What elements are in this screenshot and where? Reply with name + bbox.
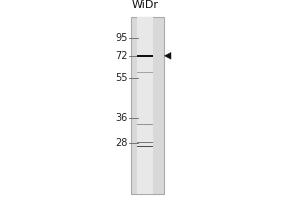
Polygon shape xyxy=(164,52,171,59)
Bar xyxy=(137,124,153,125)
Bar xyxy=(130,17,164,194)
Bar xyxy=(137,72,153,73)
Text: 28: 28 xyxy=(115,138,128,148)
Text: 72: 72 xyxy=(115,51,128,61)
Text: 55: 55 xyxy=(115,73,128,83)
Bar xyxy=(137,142,153,143)
Bar xyxy=(137,146,153,147)
Text: 36: 36 xyxy=(115,113,128,123)
Text: 95: 95 xyxy=(115,33,128,43)
Bar xyxy=(137,55,153,57)
Text: WiDr: WiDr xyxy=(131,0,158,10)
Bar xyxy=(136,17,153,194)
